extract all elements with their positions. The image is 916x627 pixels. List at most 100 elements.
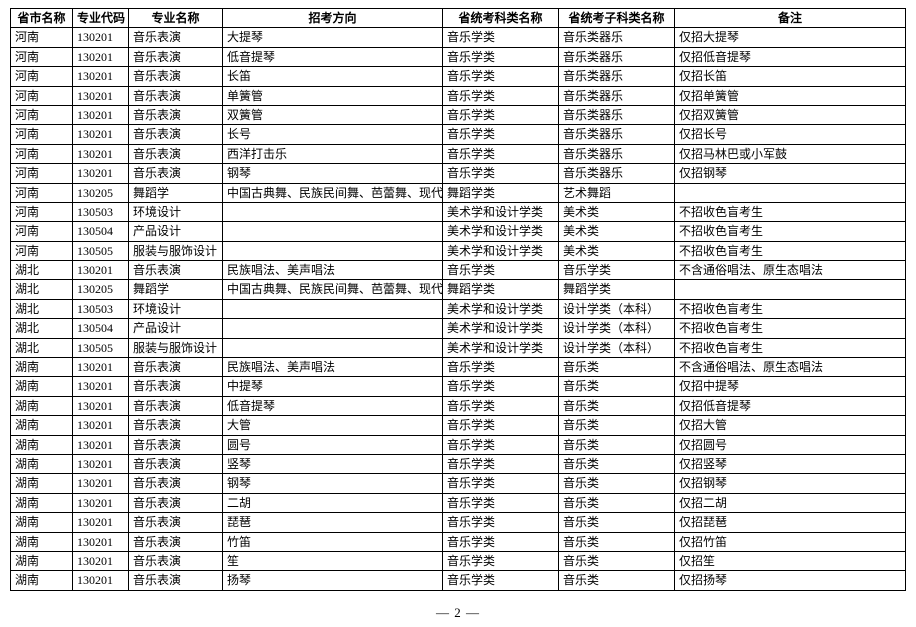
table-cell: 舞蹈学: [129, 183, 223, 202]
table-cell: 130201: [73, 435, 129, 454]
table-cell: 音乐表演: [129, 474, 223, 493]
table-cell: 音乐表演: [129, 571, 223, 590]
table-cell: 音乐类器乐: [559, 28, 675, 47]
table-cell: 音乐表演: [129, 358, 223, 377]
table-cell: 竹笛: [223, 532, 443, 551]
table-cell: 美术类: [559, 222, 675, 241]
table-cell: 湖北: [11, 261, 73, 280]
table-cell: 音乐表演: [129, 28, 223, 47]
table-row: 河南130505服装与服饰设计美术学和设计学类美术类不招收色盲考生: [11, 241, 906, 260]
table-cell: 130201: [73, 416, 129, 435]
table-cell: 湖北: [11, 299, 73, 318]
table-row: 河南130205舞蹈学中国古典舞、民族民间舞、芭蕾舞、现代舞舞蹈学类艺术舞蹈: [11, 183, 906, 202]
table-cell: 设计学类（本科）: [559, 299, 675, 318]
table-row: 湖南130201音乐表演民族唱法、美声唱法音乐学类音乐类不含通俗唱法、原生态唱法: [11, 358, 906, 377]
table-cell: 仅招扬琴: [675, 571, 906, 590]
table-cell: 音乐类: [559, 513, 675, 532]
table-cell: 音乐学类: [443, 86, 559, 105]
table-cell: 湖南: [11, 435, 73, 454]
table-cell: 音乐表演: [129, 261, 223, 280]
table-cell: 音乐类: [559, 435, 675, 454]
table-cell: 音乐表演: [129, 396, 223, 415]
table-cell: 美术学和设计学类: [443, 299, 559, 318]
table-cell: 音乐学类: [443, 28, 559, 47]
table-cell: 音乐学类: [443, 513, 559, 532]
table-cell: 湖南: [11, 377, 73, 396]
table-cell: 湖南: [11, 454, 73, 473]
table-cell: 湖南: [11, 493, 73, 512]
table-row: 湖南130201音乐表演扬琴音乐学类音乐类仅招扬琴: [11, 571, 906, 590]
table-cell: 音乐类器乐: [559, 47, 675, 66]
table-row: 湖南130201音乐表演钢琴音乐学类音乐类仅招钢琴: [11, 474, 906, 493]
table-cell: 130201: [73, 261, 129, 280]
table-cell: 音乐学类: [443, 125, 559, 144]
table-row: 湖南130201音乐表演二胡音乐学类音乐类仅招二胡: [11, 493, 906, 512]
table-cell: 环境设计: [129, 202, 223, 221]
table-cell: 音乐学类: [443, 435, 559, 454]
table-row: 河南130201音乐表演钢琴音乐学类音乐类器乐仅招钢琴: [11, 164, 906, 183]
table-cell: 湖南: [11, 416, 73, 435]
table-cell: 湖南: [11, 358, 73, 377]
table-cell: 不招收色盲考生: [675, 338, 906, 357]
table-cell: 音乐学类: [443, 396, 559, 415]
header-cell-5: 省统考子科类名称: [559, 9, 675, 28]
table-cell: 仅招马林巴或小军鼓: [675, 144, 906, 163]
table-cell: 音乐类: [559, 551, 675, 570]
table-cell: 130201: [73, 28, 129, 47]
table-cell: 130201: [73, 551, 129, 570]
table-row: 湖南130201音乐表演笙音乐学类音乐类仅招笙: [11, 551, 906, 570]
table-cell: 河南: [11, 125, 73, 144]
table-cell: 低音提琴: [223, 396, 443, 415]
table-cell: 河南: [11, 105, 73, 124]
table-cell: 音乐表演: [129, 125, 223, 144]
table-cell: [223, 202, 443, 221]
table-cell: 130205: [73, 280, 129, 299]
table-cell: 单簧管: [223, 86, 443, 105]
table-cell: 130504: [73, 319, 129, 338]
table-cell: 设计学类（本科）: [559, 338, 675, 357]
table-cell: 钢琴: [223, 474, 443, 493]
table-cell: 中国古典舞、民族民间舞、芭蕾舞、现代舞: [223, 183, 443, 202]
table-row: 湖北130504产品设计美术学和设计学类设计学类（本科）不招收色盲考生: [11, 319, 906, 338]
table-cell: 民族唱法、美声唱法: [223, 358, 443, 377]
table-cell: 河南: [11, 202, 73, 221]
table-cell: 仅招二胡: [675, 493, 906, 512]
table-cell: 大提琴: [223, 28, 443, 47]
table-cell: 仅招单簧管: [675, 86, 906, 105]
table-cell: 湖南: [11, 532, 73, 551]
table-cell: 130201: [73, 86, 129, 105]
table-row: 湖南130201音乐表演低音提琴音乐学类音乐类仅招低音提琴: [11, 396, 906, 415]
table-cell: 舞蹈学类: [443, 183, 559, 202]
table-cell: 音乐类: [559, 474, 675, 493]
table-cell: 音乐类: [559, 416, 675, 435]
table-cell: 美术学和设计学类: [443, 241, 559, 260]
table-cell: 舞蹈学类: [559, 280, 675, 299]
table-cell: 音乐类: [559, 571, 675, 590]
table-cell: 笙: [223, 551, 443, 570]
table-row: 河南130201音乐表演大提琴音乐学类音乐类器乐仅招大提琴: [11, 28, 906, 47]
table-cell: 130201: [73, 532, 129, 551]
table-cell: 仅招低音提琴: [675, 47, 906, 66]
table-cell: 低音提琴: [223, 47, 443, 66]
table-row: 湖北130505服装与服饰设计美术学和设计学类设计学类（本科）不招收色盲考生: [11, 338, 906, 357]
table-cell: 音乐类器乐: [559, 125, 675, 144]
table-cell: [675, 183, 906, 202]
table-cell: 130201: [73, 105, 129, 124]
table-cell: 湖北: [11, 319, 73, 338]
table-cell: 琵琶: [223, 513, 443, 532]
table-cell: 中国古典舞、民族民间舞、芭蕾舞、现代舞: [223, 280, 443, 299]
table-row: 湖南130201音乐表演琵琶音乐学类音乐类仅招琵琶: [11, 513, 906, 532]
table-cell: 130505: [73, 241, 129, 260]
table-cell: 竖琴: [223, 454, 443, 473]
table-cell: 音乐表演: [129, 86, 223, 105]
table-cell: 美术学和设计学类: [443, 338, 559, 357]
table-cell: 音乐类器乐: [559, 164, 675, 183]
header-cell-4: 省统考科类名称: [443, 9, 559, 28]
table-cell: 仅招大提琴: [675, 28, 906, 47]
table-cell: 美术学和设计学类: [443, 319, 559, 338]
table-row: 湖南130201音乐表演圆号音乐学类音乐类仅招圆号: [11, 435, 906, 454]
table-row: 湖南130201音乐表演竹笛音乐学类音乐类仅招竹笛: [11, 532, 906, 551]
table-cell: 130201: [73, 377, 129, 396]
table-cell: 仅招钢琴: [675, 474, 906, 493]
table-cell: 音乐表演: [129, 551, 223, 570]
